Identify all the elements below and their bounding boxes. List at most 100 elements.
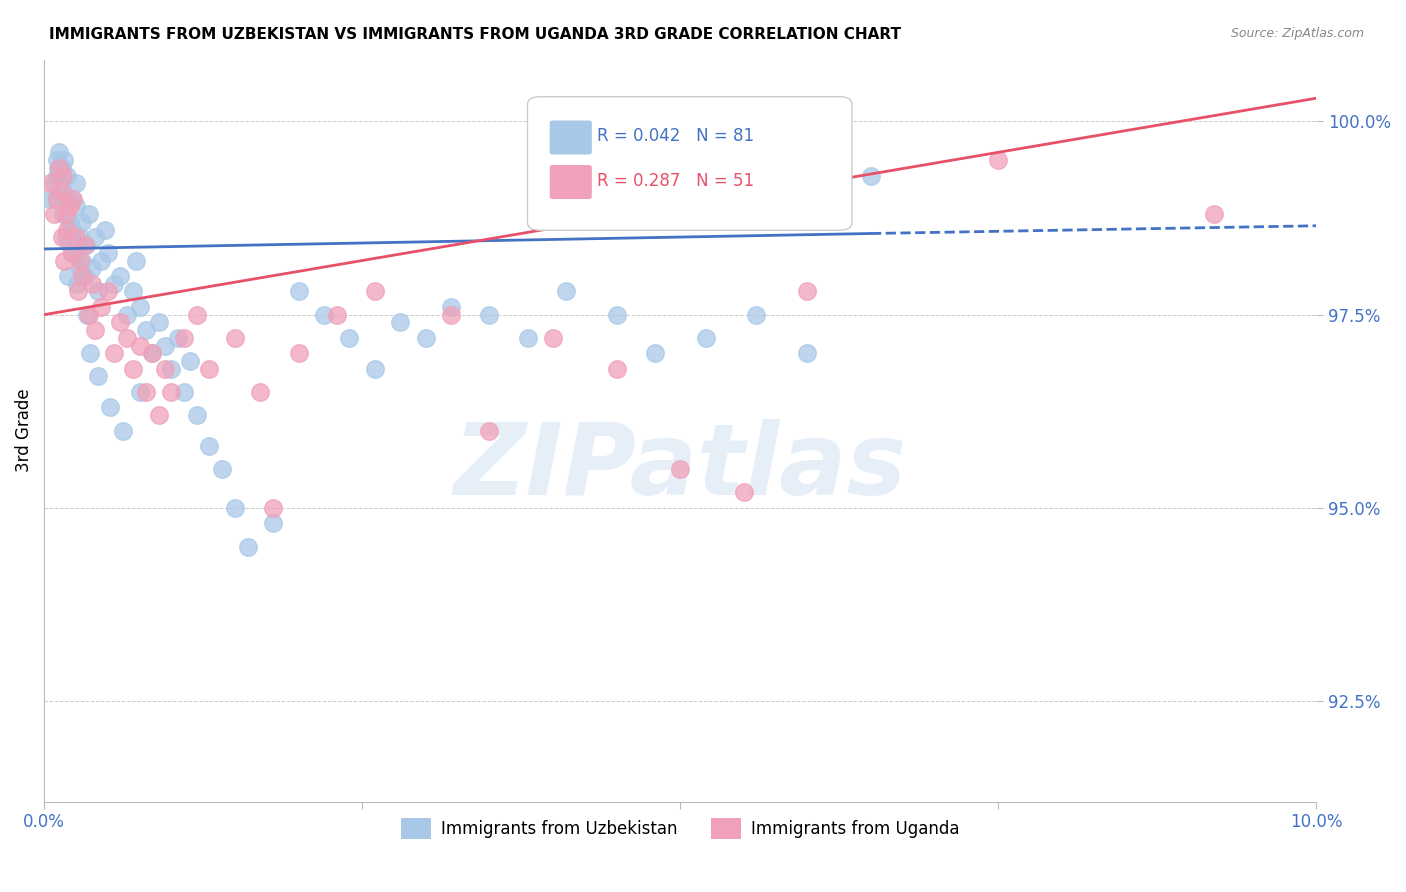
Point bbox=[128, 384, 150, 399]
Point bbox=[796, 346, 818, 360]
Point bbox=[135, 384, 157, 399]
Point bbox=[44, 207, 66, 221]
Point bbox=[287, 285, 309, 299]
Point bbox=[82, 261, 104, 276]
Point bbox=[77, 308, 100, 322]
Point bbox=[141, 346, 163, 360]
Point bbox=[128, 338, 150, 352]
Point bbox=[115, 331, 138, 345]
Point bbox=[97, 245, 120, 260]
Point bbox=[76, 308, 98, 322]
Point bbox=[53, 253, 76, 268]
Point bbox=[94, 222, 117, 236]
Point bbox=[111, 424, 134, 438]
Point bbox=[48, 161, 70, 175]
Point bbox=[135, 323, 157, 337]
Point bbox=[84, 230, 107, 244]
Point bbox=[67, 285, 90, 299]
Point bbox=[72, 215, 94, 229]
Point bbox=[262, 516, 284, 531]
Point bbox=[53, 153, 76, 167]
Point bbox=[173, 331, 195, 345]
Point bbox=[39, 192, 62, 206]
Legend: Immigrants from Uzbekistan, Immigrants from Uganda: Immigrants from Uzbekistan, Immigrants f… bbox=[394, 812, 966, 846]
Point bbox=[65, 199, 87, 213]
Point bbox=[51, 230, 73, 244]
Point bbox=[73, 268, 96, 283]
Point bbox=[44, 176, 66, 190]
Point bbox=[186, 408, 208, 422]
Point bbox=[51, 161, 73, 175]
Point bbox=[859, 169, 882, 183]
Point bbox=[695, 331, 717, 345]
Point bbox=[55, 207, 77, 221]
Point bbox=[98, 401, 121, 415]
Point bbox=[733, 485, 755, 500]
Point bbox=[606, 361, 628, 376]
Point bbox=[60, 192, 83, 206]
Point bbox=[58, 199, 80, 213]
Point bbox=[45, 192, 67, 206]
Point bbox=[287, 346, 309, 360]
Point bbox=[745, 308, 768, 322]
Point bbox=[69, 253, 91, 268]
Point bbox=[211, 462, 233, 476]
Point bbox=[148, 408, 170, 422]
Point bbox=[606, 308, 628, 322]
Point bbox=[75, 238, 97, 252]
Point bbox=[39, 176, 62, 190]
Text: R = 0.042   N = 81: R = 0.042 N = 81 bbox=[598, 127, 755, 145]
Point bbox=[148, 315, 170, 329]
Point bbox=[55, 230, 77, 244]
Point bbox=[86, 285, 108, 299]
Point bbox=[364, 361, 387, 376]
Point bbox=[72, 268, 94, 283]
Point bbox=[128, 300, 150, 314]
Point bbox=[440, 308, 463, 322]
Point bbox=[69, 230, 91, 244]
Point bbox=[45, 153, 67, 167]
Point bbox=[56, 222, 79, 236]
Point bbox=[554, 285, 576, 299]
Point bbox=[160, 361, 183, 376]
Point bbox=[122, 285, 145, 299]
Point bbox=[166, 331, 188, 345]
Point bbox=[122, 361, 145, 376]
Point bbox=[60, 245, 83, 260]
Point bbox=[86, 369, 108, 384]
Point bbox=[173, 384, 195, 399]
Point bbox=[58, 215, 80, 229]
Point bbox=[364, 285, 387, 299]
Point bbox=[67, 238, 90, 252]
Point bbox=[90, 300, 112, 314]
Point bbox=[77, 207, 100, 221]
Point bbox=[66, 277, 89, 291]
Point bbox=[236, 540, 259, 554]
Point bbox=[115, 308, 138, 322]
Point bbox=[415, 331, 437, 345]
Point bbox=[179, 354, 201, 368]
Point bbox=[312, 308, 335, 322]
Point bbox=[644, 346, 666, 360]
Point bbox=[48, 145, 70, 160]
Point bbox=[249, 384, 271, 399]
Point bbox=[45, 192, 67, 206]
Point bbox=[325, 308, 347, 322]
Point bbox=[198, 361, 221, 376]
Point bbox=[110, 315, 132, 329]
Point bbox=[541, 331, 564, 345]
FancyBboxPatch shape bbox=[550, 166, 591, 198]
Text: ZIPatlas: ZIPatlas bbox=[454, 419, 907, 516]
Text: R = 0.287   N = 51: R = 0.287 N = 51 bbox=[598, 171, 755, 189]
Point bbox=[478, 308, 501, 322]
Point bbox=[72, 253, 94, 268]
Point bbox=[198, 439, 221, 453]
Point bbox=[73, 238, 96, 252]
Point bbox=[82, 277, 104, 291]
Point bbox=[796, 285, 818, 299]
Point bbox=[69, 261, 91, 276]
Point bbox=[224, 331, 246, 345]
Point bbox=[262, 500, 284, 515]
Point bbox=[62, 245, 84, 260]
Point bbox=[56, 192, 79, 206]
